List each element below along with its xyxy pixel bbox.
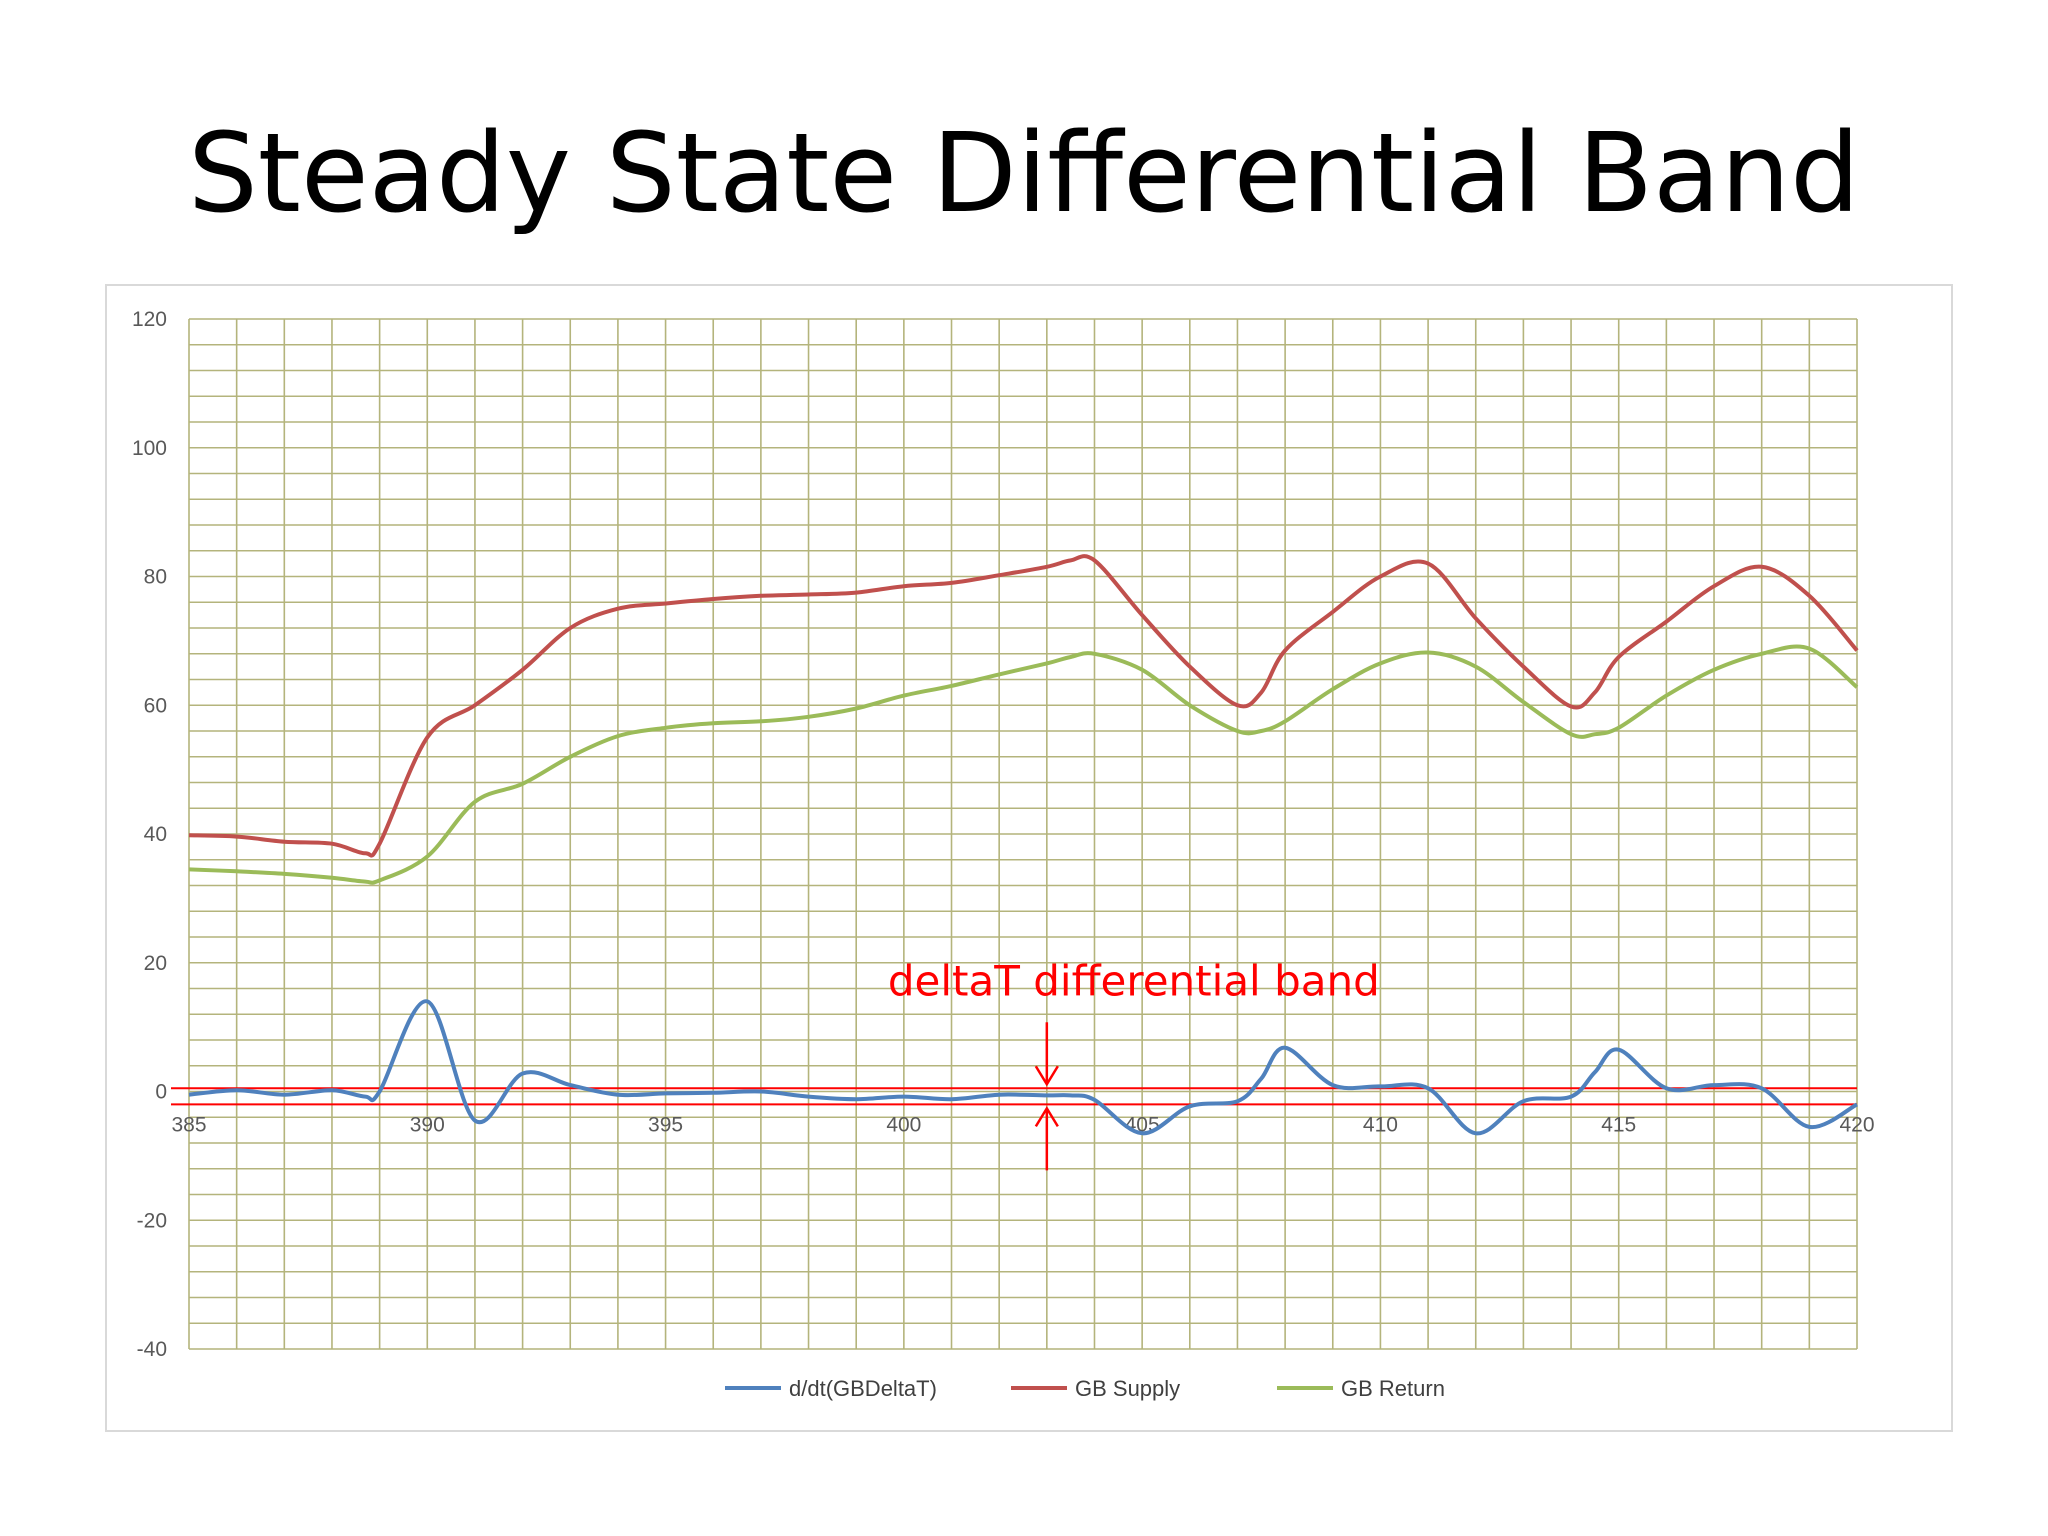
y-tick-label: -20 — [137, 1209, 167, 1232]
x-tick-label: 395 — [648, 1114, 683, 1137]
y-tick-label: 0 — [155, 1081, 167, 1104]
differential-band — [171, 1087, 1857, 1106]
band-arrowhead-down — [1034, 1065, 1059, 1087]
slide-title: Steady State Differential Band — [187, 109, 1861, 237]
chart-annotations: deltaT differential band — [888, 956, 1380, 1171]
band-annotation-label: deltaT differential band — [888, 956, 1380, 1005]
x-tick-label: 400 — [886, 1114, 921, 1137]
y-tick-label: 60 — [144, 694, 167, 717]
band-arrowhead-up — [1034, 1105, 1059, 1128]
chart-legend: d/dt(GBDeltaT) GB Supply GB Return — [725, 1376, 1445, 1401]
chart-series — [188, 554, 1859, 1136]
x-tick-label: 410 — [1363, 1114, 1398, 1137]
x-tick-label: 420 — [1839, 1114, 1874, 1137]
y-tick-label: 120 — [132, 308, 167, 331]
x-tick-label: 385 — [171, 1114, 206, 1137]
y-tick-label: 100 — [132, 437, 167, 460]
y-tick-label: 20 — [144, 952, 167, 975]
legend-label: GB Return — [1341, 1376, 1445, 1401]
chart-gridlines — [188, 318, 1858, 1350]
x-tick-label: 390 — [410, 1114, 445, 1137]
series-line-gb-supply — [188, 554, 1859, 858]
series-line-gb-return — [188, 644, 1859, 885]
series-line-d-dt-gbdeltat- — [188, 999, 1858, 1136]
y-tick-label: 80 — [144, 566, 167, 589]
legend-label: GB Supply — [1075, 1376, 1180, 1401]
y-tick-label: 40 — [144, 823, 167, 846]
chart-frame: 120 100 80 60 40 20 0 -20 -40 385 390 395 400 405 410 4… — [105, 284, 1953, 1432]
y-tick-label: -40 — [137, 1338, 167, 1361]
x-tick-label: 415 — [1601, 1114, 1636, 1137]
legend-label: d/dt(GBDeltaT) — [789, 1376, 937, 1401]
